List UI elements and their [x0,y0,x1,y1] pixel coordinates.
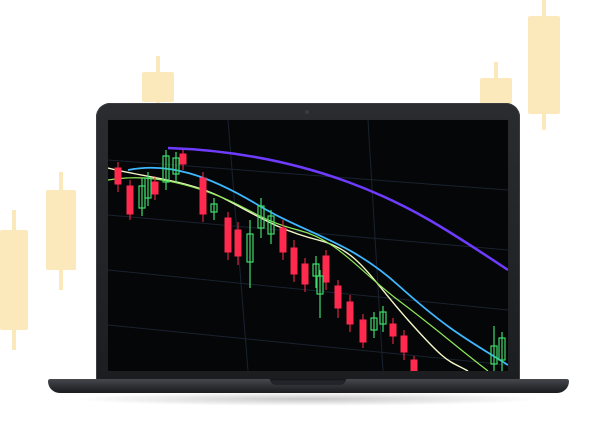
grid-line [108,159,508,191]
candle-bull [246,233,254,263]
candle-bear [389,323,397,337]
ma-slow-line [167,146,508,272]
candle-bear [224,217,232,253]
candle-bull [498,337,506,361]
candle-bear [410,359,418,371]
laptop-opening-notch [270,379,346,385]
candle-bear [301,263,309,285]
candle-bull [257,205,265,229]
candle-bear [322,255,330,283]
candle-bull [172,157,180,175]
laptop-shadow [70,392,546,406]
bg-candle-right-1-wick [494,62,498,106]
candle-bull [490,345,498,365]
candle-bull [379,311,387,325]
candle-bear [359,319,367,343]
candle-bull [316,275,324,295]
ma-fast-line [108,167,469,371]
chart-grid [108,120,508,371]
ma-green-line [108,177,489,371]
candle-bear [126,185,134,215]
bg-candle-left-1-wick [12,210,16,350]
ma-mid-line [127,166,508,366]
candle-bear [334,285,342,309]
candle-bear [179,153,187,165]
laptop-screen [108,120,508,371]
candlestick-chart [108,120,508,371]
candles [114,150,506,371]
bg-candle-left-2-wick [59,172,63,290]
candle-bear [199,177,207,215]
grid-line [367,120,384,371]
candle-bear [234,229,242,257]
laptop-base [48,379,569,393]
candle-bear [400,335,408,353]
candle-bear [114,167,122,185]
candle-bull [144,177,152,199]
bg-candle-right-2-wick [542,0,546,130]
candle-bull [370,317,378,331]
grid-line [108,269,508,311]
candle-bear [151,181,159,195]
grid-line [108,324,508,366]
laptop-lid [96,103,520,381]
candle-bear [290,247,298,275]
candle-bull [312,263,320,277]
bg-candle-left-3-wick [156,56,160,106]
candle-bull [210,203,218,213]
candle-bull [162,155,170,183]
candle-bear [346,301,354,325]
camera-icon [305,110,309,114]
candle-bear [279,227,287,253]
candle-bull [267,215,275,235]
